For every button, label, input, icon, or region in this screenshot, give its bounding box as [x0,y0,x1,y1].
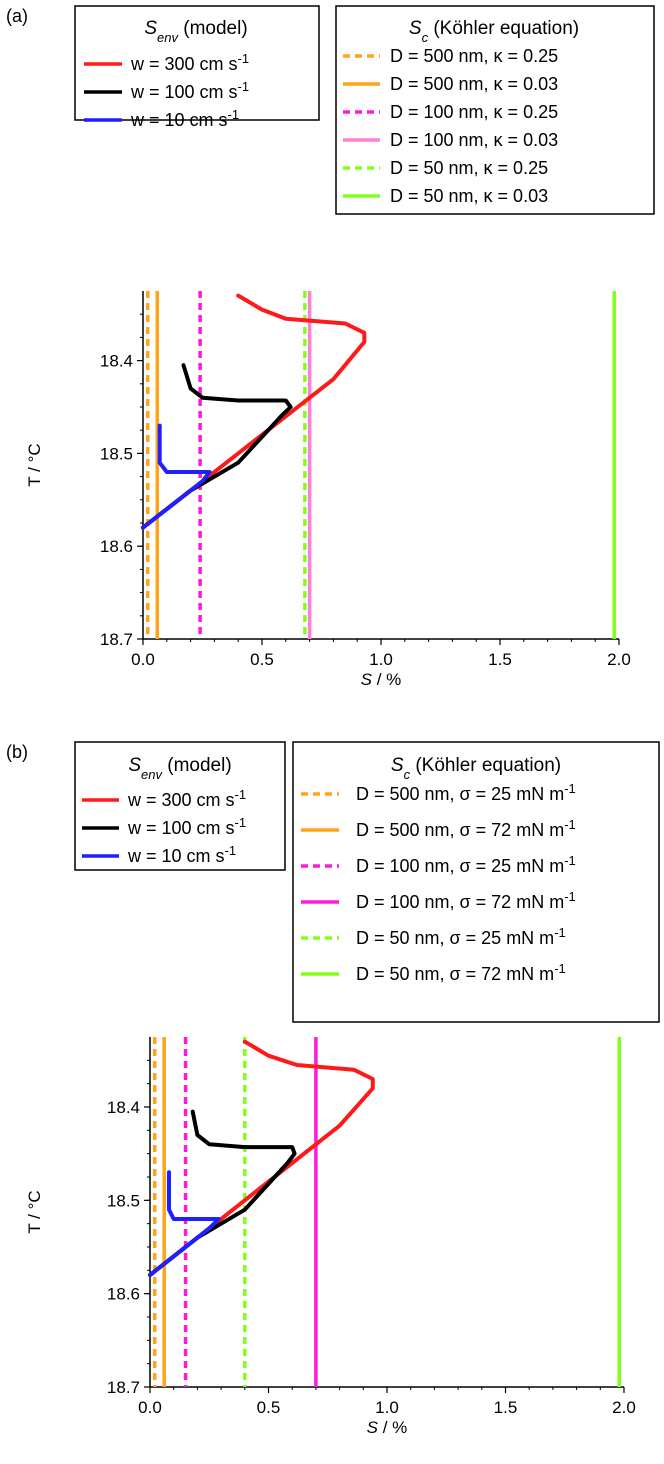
legend-model: Senv (model) w = 300 cm s-1 w = 100 cm s-1… [74,741,286,871]
legend-box [335,5,655,215]
y-tick-label: 18.4 [107,1098,140,1117]
legend-title: Sc (Köhler equation) [409,18,579,45]
legend-entry: w = 10 cm s-1 [127,843,236,867]
legend-entry: D = 500 nm, κ = 0.03 [390,74,558,94]
x-tick-label: 2.0 [607,650,631,669]
legend-model: Senv (model) w = 300 cm s-1 w = 100 cm s-1… [74,5,320,131]
legend-entry: D = 100 nm, κ = 0.03 [390,130,558,150]
y-tick-label: 18.4 [100,352,133,371]
y-tick-label: 18.7 [107,1378,140,1397]
series-line [148,1109,297,1277]
plot-area: 0.0 0.5 1.0 1.5 2.0 18.4 18.5 18.6 18.7 S / % T / … [25,291,631,689]
legend-entry: D = 50 nm, κ = 0.25 [390,158,548,178]
series-line [148,1170,221,1277]
series-line [141,293,367,530]
panel-label: (a) [6,6,28,26]
legend-entry: D = 50 nm, σ = 25 mN m-1 [356,925,566,949]
legend-entry: D = 100 nm, κ = 0.25 [390,102,558,122]
x-tick-label: 1.0 [369,650,393,669]
x-tick-label: 0.0 [131,650,155,669]
legend-entry: D = 100 nm, σ = 72 mN m-1 [356,889,576,913]
legend-entry: D = 50 nm, σ = 72 mN m-1 [356,961,566,985]
legend-box [292,741,660,1023]
legend-entry: w = 300 cm s-1 [130,51,249,75]
legend-title: Sc (Köhler equation) [391,755,561,782]
y-axis-label: T / °C [25,443,44,486]
x-tick-label: 2.0 [612,1398,636,1417]
legend-title: Senv (model) [144,18,247,45]
legend-entry: w = 100 cm s-1 [130,79,249,103]
legend-box [74,741,286,871]
legend-entry: w = 100 cm s-1 [127,815,246,839]
legend-entry: w = 10 cm s-1 [130,107,239,131]
panel-label: (b) [6,742,28,762]
legend-kohler: Sc (Köhler equation)D = 500 nm, κ = 0.25… [335,5,655,215]
x-tick-label: 1.5 [488,650,512,669]
x-axis-label: S / % [367,1418,408,1437]
x-tick-label: 1.0 [375,1398,399,1417]
y-axis-label: T / °C [25,1190,44,1233]
y-tick-label: 18.6 [100,537,133,556]
panel-b: (b) Senv (model) w = 300 cm s-1 w = 100 cm … [6,741,660,1437]
y-tick-label: 18.6 [107,1285,140,1304]
x-tick-label: 1.5 [494,1398,518,1417]
legend-entry: D = 500 nm, σ = 25 mN m-1 [356,781,576,805]
x-tick-label: 0.5 [250,650,274,669]
legend-entry: D = 500 nm, κ = 0.25 [390,46,558,66]
legend-entry: D = 50 nm, κ = 0.03 [390,186,548,206]
x-axis-label: S / % [361,670,402,689]
series-line [148,1039,375,1277]
y-tick-label: 18.5 [100,444,133,463]
legend-entry: D = 500 nm, σ = 72 mN m-1 [356,817,576,841]
plot-area: 0.0 0.5 1.0 1.5 2.0 18.4 18.5 18.6 18.7 S / % T / … [25,1037,636,1437]
legend-entry: D = 100 nm, σ = 25 mN m-1 [356,853,576,877]
legend-entry: w = 300 cm s-1 [127,787,246,811]
legend-title: Senv (model) [128,755,231,782]
y-tick-label: 18.7 [100,630,133,649]
series-line [141,363,293,530]
x-tick-label: 0.5 [257,1398,281,1417]
y-tick-label: 18.5 [107,1191,140,1210]
panel-a: (a) Senv (model) w = 300 cm s-1 w = 100 cm … [6,5,655,689]
legend-kohler: Sc (Köhler equation)D = 500 nm, σ = 25 m… [292,741,660,1023]
x-tick-label: 0.0 [138,1398,162,1417]
series-line [141,423,212,530]
